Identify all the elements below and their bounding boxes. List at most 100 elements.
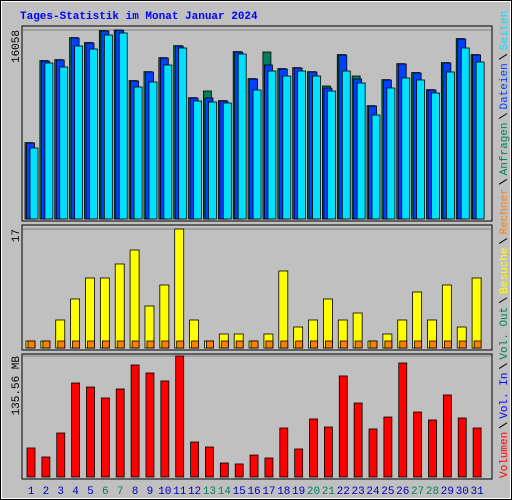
bar xyxy=(118,32,128,220)
bar xyxy=(206,340,214,349)
bar xyxy=(159,284,170,349)
x-tick-label: 3 xyxy=(57,486,64,498)
bar xyxy=(475,61,485,220)
x-tick-label: 7 xyxy=(117,486,124,498)
bar xyxy=(178,47,188,220)
bar xyxy=(460,47,470,220)
y-tick-label: 16058 xyxy=(11,30,23,63)
bar xyxy=(431,92,440,220)
bar xyxy=(278,270,289,349)
bar xyxy=(356,82,366,220)
bar xyxy=(338,375,348,478)
bar xyxy=(235,340,244,349)
bar xyxy=(354,340,363,349)
x-tick-label: 9 xyxy=(147,486,154,498)
x-tick-label: 5 xyxy=(87,486,94,498)
bar xyxy=(341,70,351,220)
bar xyxy=(219,462,229,478)
bar xyxy=(115,388,125,478)
x-tick-label: 12 xyxy=(188,486,201,498)
bar xyxy=(471,277,482,349)
legend-label: Besuche xyxy=(499,248,511,294)
bar xyxy=(29,147,39,220)
bar xyxy=(294,448,304,478)
legend-separator xyxy=(498,363,508,369)
bar xyxy=(74,45,84,220)
x-tick-label: 20 xyxy=(307,486,320,498)
bar xyxy=(279,427,289,478)
bar xyxy=(473,340,482,349)
x-tick-label: 19 xyxy=(292,486,305,498)
bar xyxy=(71,382,81,478)
bar xyxy=(457,417,467,478)
x-tick-label: 2 xyxy=(43,486,50,498)
bar xyxy=(42,340,51,349)
bar xyxy=(369,340,378,349)
legend-label: Dateien xyxy=(499,63,511,109)
bar xyxy=(368,428,378,478)
bar xyxy=(175,355,185,478)
bar xyxy=(57,340,66,349)
bar xyxy=(44,62,54,220)
bar xyxy=(131,340,140,349)
legend-label: Vol. Out xyxy=(499,307,511,360)
bar xyxy=(130,364,140,478)
x-tick-label: 18 xyxy=(277,486,290,498)
bar xyxy=(428,419,437,478)
bar xyxy=(129,249,140,349)
bar xyxy=(353,402,363,478)
bar xyxy=(208,101,217,220)
bar xyxy=(99,277,110,349)
chart-title: Tages-Statistik im Monat Januar 2024 xyxy=(20,11,258,23)
bar xyxy=(399,340,408,349)
bar xyxy=(442,394,452,478)
legend-label: Volumen xyxy=(499,432,511,478)
bar xyxy=(222,102,232,220)
bar xyxy=(191,340,199,349)
x-tick-label: 13 xyxy=(203,486,216,498)
x-tick-label: 10 xyxy=(158,486,171,498)
bar xyxy=(101,340,110,349)
x-tick-label: 24 xyxy=(366,486,380,498)
legend-label: Rechner xyxy=(499,188,511,234)
x-tick-label: 29 xyxy=(441,486,454,498)
bar xyxy=(383,416,393,478)
bar xyxy=(87,340,95,349)
bar xyxy=(458,340,467,349)
bar xyxy=(160,380,170,478)
x-tick-label: 16 xyxy=(247,486,260,498)
x-tick-label: 23 xyxy=(352,486,365,498)
bar xyxy=(103,34,113,220)
x-tick-label: 28 xyxy=(426,486,439,498)
bar xyxy=(205,446,214,478)
x-tick-label: 30 xyxy=(456,486,469,498)
legend-separator xyxy=(498,113,508,119)
bar xyxy=(114,263,125,349)
legend-label: Anfragen xyxy=(499,123,511,176)
x-tick-label: 1 xyxy=(28,486,35,498)
bar xyxy=(297,70,307,220)
bar xyxy=(116,340,125,349)
x-tick-label: 25 xyxy=(381,486,394,498)
legend-separator xyxy=(498,53,508,60)
legend-separator xyxy=(498,178,508,185)
y-tick-label: 135.56 MB xyxy=(11,356,23,416)
bar xyxy=(27,340,36,349)
bar xyxy=(145,372,155,478)
legend-separator xyxy=(498,238,508,244)
bar xyxy=(282,75,292,220)
x-tick-label: 15 xyxy=(233,486,246,498)
bar xyxy=(398,362,408,478)
bar xyxy=(412,291,423,349)
x-tick-label: 4 xyxy=(72,486,79,498)
bar xyxy=(220,340,229,349)
bar xyxy=(414,340,423,349)
bar xyxy=(312,75,321,220)
bar xyxy=(41,456,51,478)
x-tick-label: 21 xyxy=(322,486,336,498)
bar xyxy=(174,228,185,349)
bar xyxy=(326,90,336,220)
bar xyxy=(441,284,452,349)
